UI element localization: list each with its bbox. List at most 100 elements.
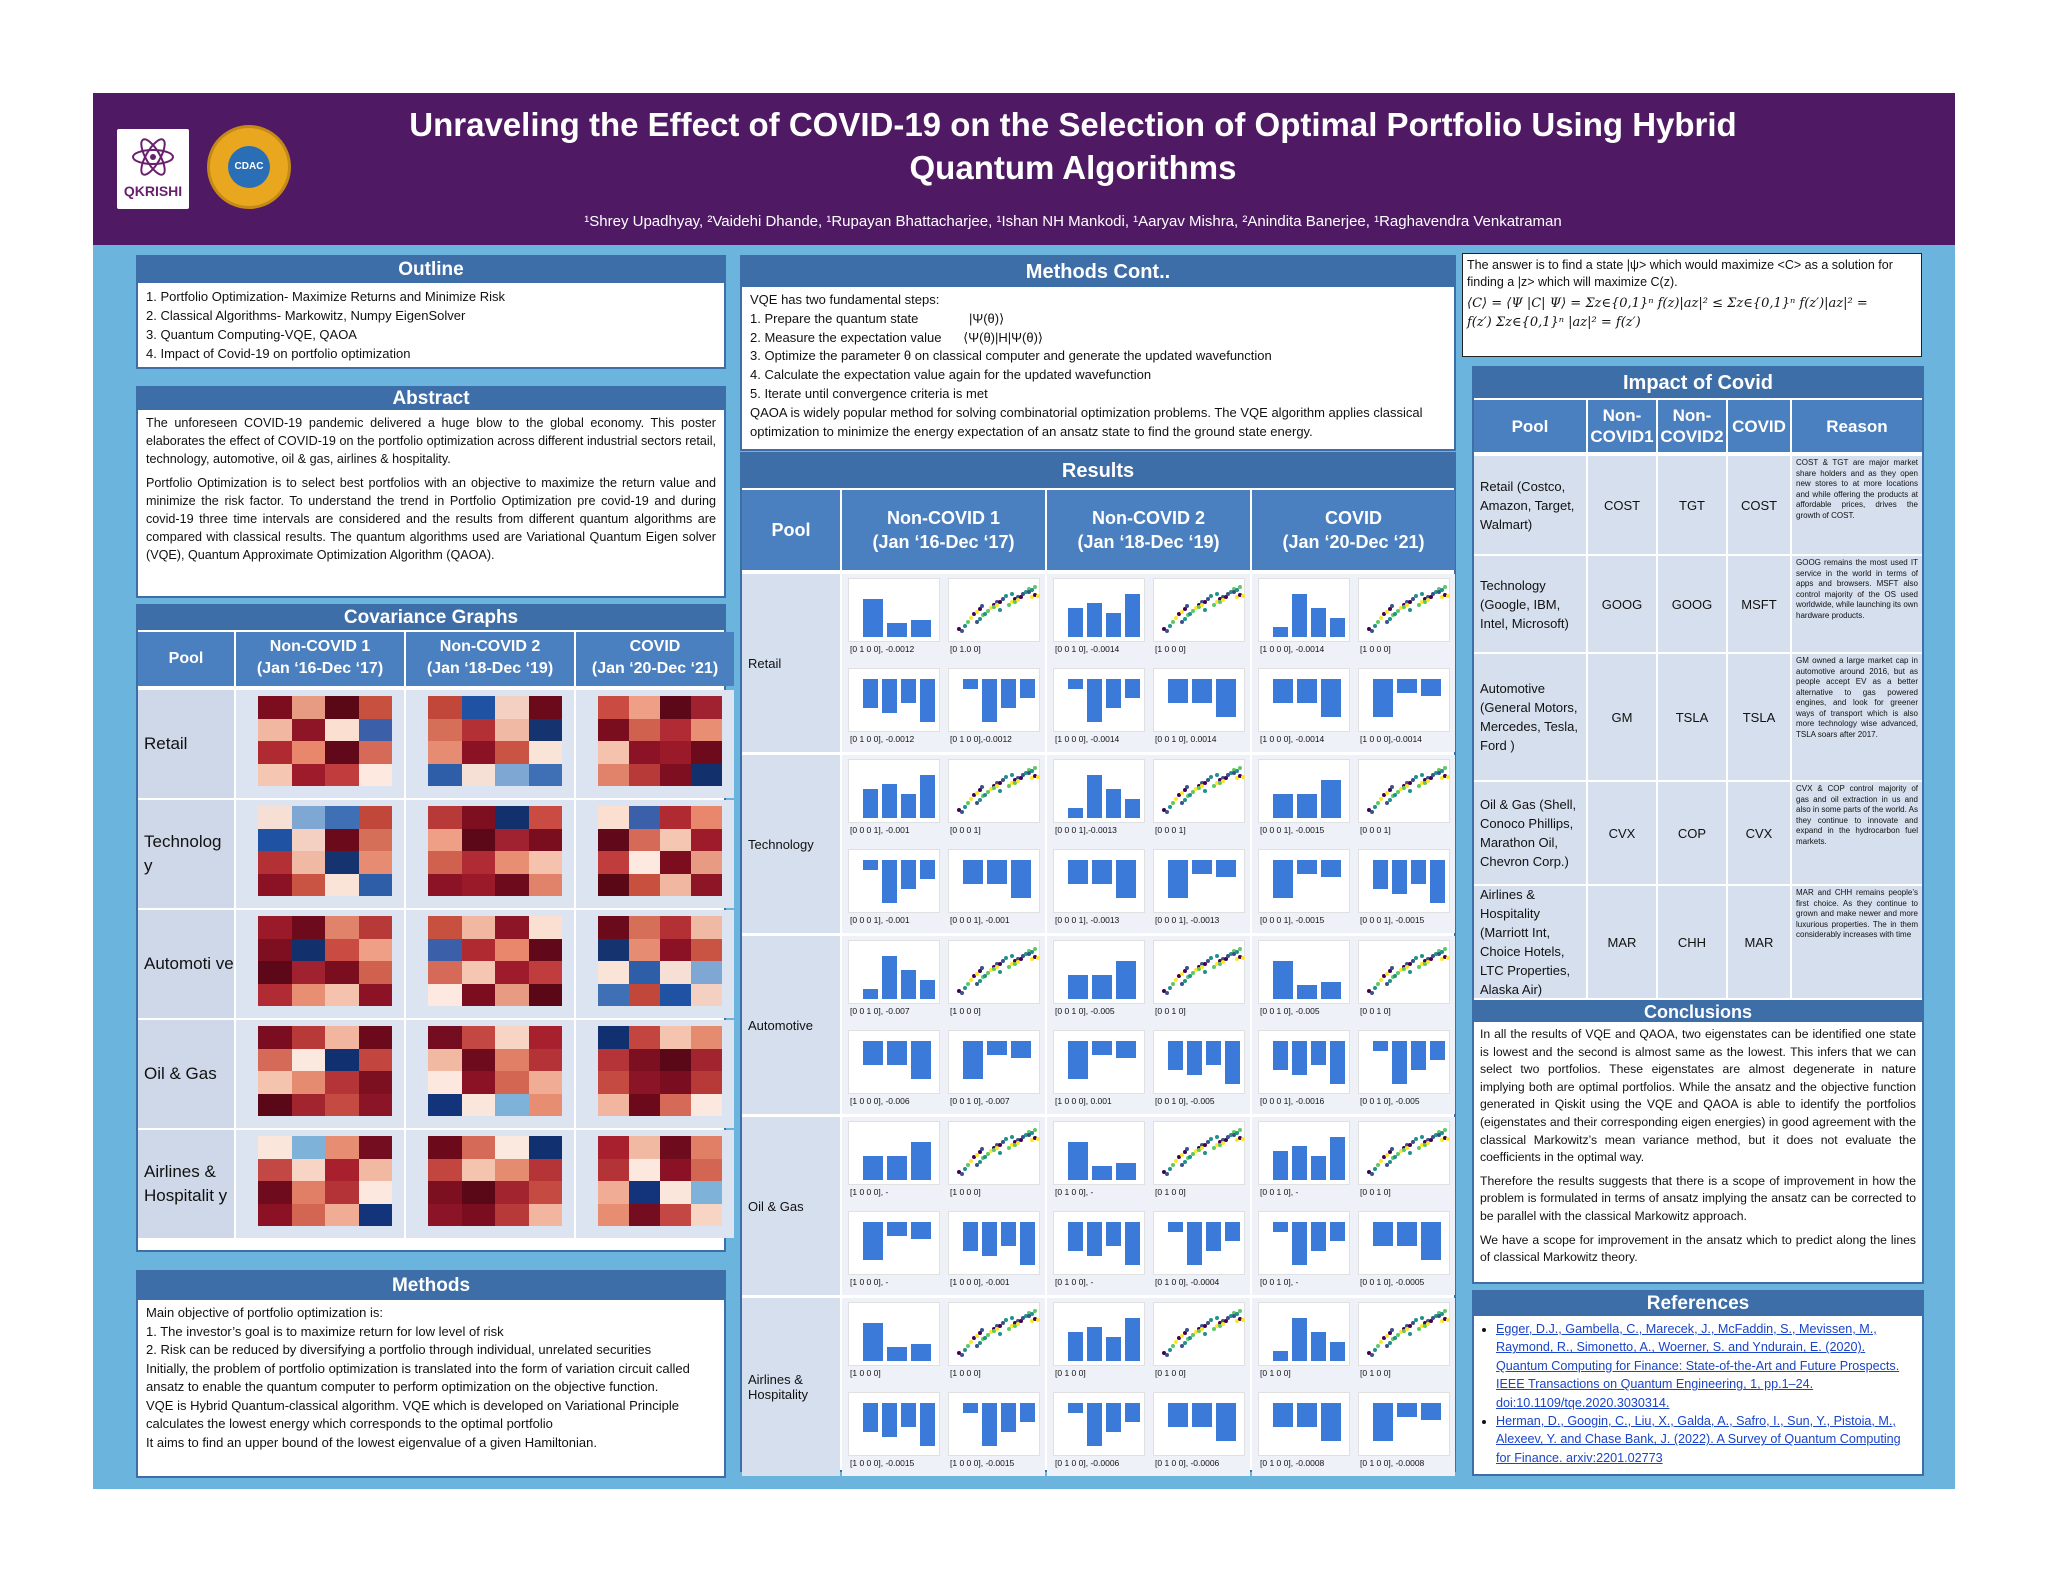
reference-item[interactable]: Egger, D.J., Gambella, C., Marecek, J., …	[1496, 1320, 1916, 1412]
scatter-point	[1208, 956, 1213, 961]
heatmap-cell	[660, 938, 691, 961]
scatter-point	[1214, 1323, 1219, 1328]
heatmap-cell	[461, 983, 495, 1006]
scatter-point	[1191, 1151, 1196, 1156]
scatter-point	[1235, 949, 1240, 954]
heatmap-cell	[495, 1158, 529, 1181]
eigenstate-caption: [0 1 0 0]	[1155, 1368, 1186, 1378]
scatter-point	[1434, 589, 1439, 594]
scatter-point	[1033, 1309, 1038, 1314]
scatter-point	[1375, 1343, 1380, 1348]
eigen-bar	[1330, 1222, 1345, 1241]
scatter-point	[1408, 789, 1413, 794]
scatter-point	[1027, 771, 1032, 776]
reference-link[interactable]: Egger, D.J., Gambella, C., Marecek, J., …	[1496, 1322, 1900, 1410]
scatter-point	[1413, 594, 1418, 599]
heatmap-cell	[461, 851, 495, 874]
eigen-bar	[1092, 860, 1112, 884]
heatmap-cell	[598, 806, 629, 829]
heatmap-cell	[358, 1026, 392, 1049]
cdac-seal: CDAC	[207, 125, 291, 209]
scatter-point	[974, 1153, 979, 1158]
eigenstate-bar-chart	[1053, 1030, 1145, 1094]
scatter-point	[1425, 1321, 1430, 1326]
scatter-point	[1220, 1318, 1225, 1323]
methods-line: Initially, the problem of portfolio opti…	[146, 1360, 690, 1395]
scatter-point	[1372, 986, 1377, 991]
scatter-point	[957, 1170, 961, 1174]
heatmap-cell	[358, 1048, 392, 1071]
scatter-point	[1440, 957, 1445, 962]
scatter-point	[1188, 973, 1193, 978]
scatter-point	[1226, 773, 1231, 778]
scatter-point	[1443, 585, 1448, 590]
heatmap-cell	[495, 916, 529, 939]
scatter-point	[1422, 600, 1427, 605]
results-header-period: COVID (Jan ‘20-Dec ‘21)	[1252, 490, 1455, 570]
scatter-point	[1214, 599, 1219, 604]
scatter-point	[1232, 771, 1237, 776]
heatmap-cell	[258, 806, 292, 829]
scatter-point	[1229, 589, 1234, 594]
eigen-bar	[1106, 1222, 1121, 1246]
eigen-bar	[1273, 627, 1288, 637]
scatter-point	[1416, 1145, 1421, 1150]
scatter-point	[1440, 1311, 1445, 1316]
scatter-point	[1211, 1145, 1216, 1150]
scatter-point	[1390, 784, 1395, 789]
scatter-point	[1164, 1172, 1169, 1177]
scatter-point	[1428, 956, 1433, 961]
scatter-point	[1446, 955, 1451, 960]
scatter-point	[1440, 1319, 1445, 1324]
impact-reason: GOOG remains the most used IT service in…	[1792, 556, 1922, 652]
heatmap-cell	[528, 1071, 562, 1094]
heatmap-cell	[461, 806, 495, 829]
eigenstate-bar-chart	[948, 759, 1041, 823]
reference-item[interactable]: Herman, D., Googin, C., Liu, X., Galda, …	[1496, 1412, 1916, 1467]
scatter-point	[1162, 627, 1166, 631]
heatmap-cell	[428, 983, 462, 1006]
heatmap-cell	[325, 1181, 359, 1204]
scatter-point	[1015, 594, 1020, 599]
scatter-point	[1203, 1151, 1208, 1156]
heatmap-cell	[629, 763, 660, 786]
scatter-point	[1220, 597, 1225, 602]
scatter-point	[974, 1334, 979, 1339]
heatmap-cell	[660, 851, 691, 874]
scatter-point	[1434, 1313, 1439, 1318]
heatmap-cell	[660, 1203, 691, 1226]
heatmap-cell	[629, 1071, 660, 1094]
scatter-point	[983, 611, 988, 616]
heatmap-cell	[428, 741, 462, 764]
eigen-bar	[1273, 1351, 1288, 1361]
heatmap-cell	[325, 1026, 359, 1049]
scatter-point	[1399, 786, 1404, 791]
heatmap-cell	[258, 1181, 292, 1204]
eigenstate-caption: [0 1 0 0]	[1360, 1368, 1391, 1378]
eigenstate-bar-chart	[1053, 940, 1145, 1004]
scatter-point	[1203, 1323, 1207, 1328]
scatter-point	[1200, 964, 1205, 969]
scatter-point	[1226, 592, 1231, 597]
heatmap-cell	[358, 983, 392, 1006]
eigen-bar	[1087, 1327, 1102, 1361]
scatter-point	[1431, 954, 1436, 959]
reference-link[interactable]: Herman, D., Googin, C., Liu, X., Galda, …	[1496, 1414, 1901, 1465]
scatter-point	[1182, 1340, 1187, 1345]
heatmap-cell	[258, 983, 292, 1006]
heatmap-cell	[461, 763, 495, 786]
heatmap-cell	[358, 1203, 392, 1226]
heatmap-cell	[691, 1136, 722, 1159]
scatter-point	[1220, 956, 1225, 961]
scatter-point	[1018, 775, 1023, 780]
scatter-point	[983, 792, 988, 797]
scatter-point	[1443, 766, 1448, 771]
heatmap-cell	[461, 718, 495, 741]
scatter-point	[980, 975, 985, 980]
heatmap-cell	[358, 1136, 392, 1159]
eigen-bar	[1020, 1403, 1035, 1422]
eigen-bar	[1206, 1041, 1221, 1065]
heatmap-cell	[598, 873, 629, 896]
heatmap-cell	[358, 1093, 392, 1116]
heatmap-cell	[660, 1048, 691, 1071]
